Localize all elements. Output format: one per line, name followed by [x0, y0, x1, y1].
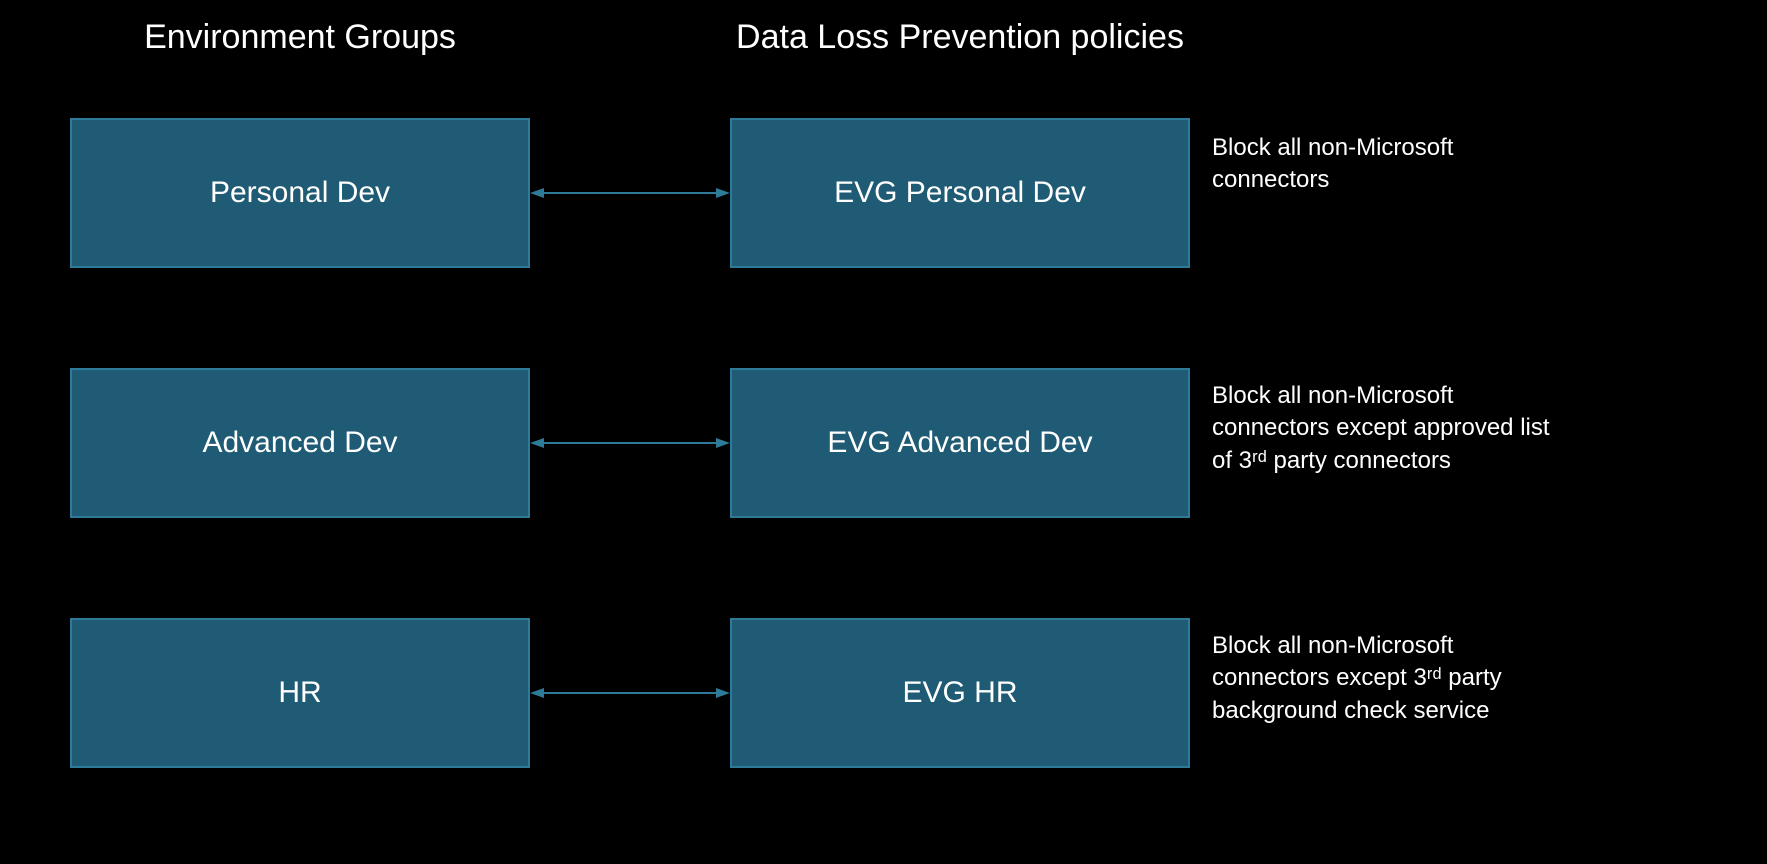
dlp-policy-box-2: EVG HR: [730, 618, 1190, 768]
arrow-0: [530, 173, 730, 213]
dlp-policy-label-0: EVG Personal Dev: [834, 176, 1086, 210]
annotation-0: Block all non-Microsoft connectors: [1212, 132, 1532, 197]
dlp-policy-box-0: EVG Personal Dev: [730, 118, 1190, 268]
arrow-1: [530, 423, 730, 463]
annotation-1: Block all non-Microsoft connectors excep…: [1212, 380, 1552, 477]
env-group-box-1: Advanced Dev: [70, 368, 530, 518]
dlp-policy-label-1: EVG Advanced Dev: [827, 426, 1092, 460]
env-group-label-0: Personal Dev: [210, 176, 390, 210]
env-group-label-2: HR: [278, 676, 321, 710]
column-header-left: Environment Groups: [144, 18, 456, 57]
dlp-policy-box-1: EVG Advanced Dev: [730, 368, 1190, 518]
diagram-stage: Environment Groups Data Loss Prevention …: [0, 0, 1767, 864]
env-group-box-0: Personal Dev: [70, 118, 530, 268]
annotation-2: Block all non-Microsoft connectors excep…: [1212, 630, 1552, 727]
arrow-2: [530, 673, 730, 713]
env-group-label-1: Advanced Dev: [202, 426, 397, 460]
column-header-right: Data Loss Prevention policies: [736, 18, 1184, 57]
dlp-policy-label-2: EVG HR: [902, 676, 1017, 710]
env-group-box-2: HR: [70, 618, 530, 768]
